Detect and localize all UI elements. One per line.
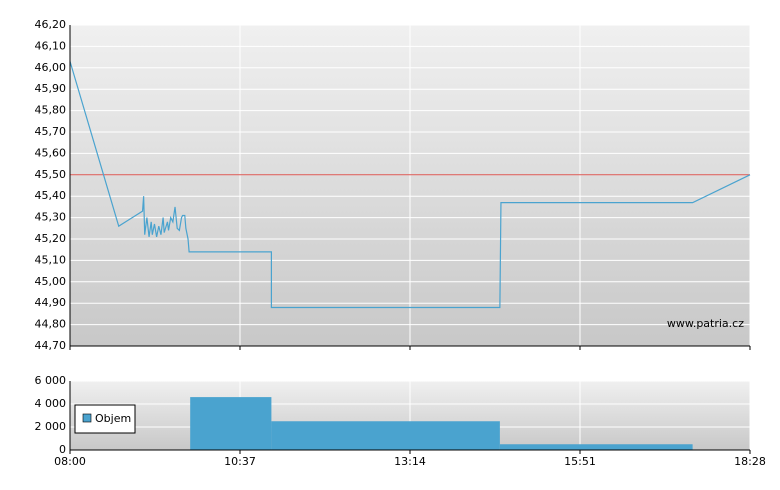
y-tick-label: 45,80 <box>35 104 67 117</box>
legend-label: Objem <box>95 412 131 425</box>
x-tick-label: 15:51 <box>564 455 596 468</box>
y-tick-label: 46,10 <box>35 39 67 52</box>
y-tick-label: 44,80 <box>35 318 67 331</box>
y-tick-label: 0 <box>59 443 66 456</box>
x-tick-label: 08:00 <box>54 455 86 468</box>
volume-bar <box>271 421 500 450</box>
y-tick-label: 44,70 <box>35 339 67 352</box>
legend-swatch <box>82 413 92 423</box>
y-tick-label: 45,40 <box>35 189 67 202</box>
watermark: www.patria.cz <box>667 317 744 330</box>
y-tick-label: 45,30 <box>35 211 67 224</box>
volume-bar <box>190 397 272 450</box>
x-tick-label: 13:14 <box>394 455 426 468</box>
y-tick-label: 2 000 <box>35 420 67 433</box>
y-tick-label: 45,90 <box>35 82 67 95</box>
x-tick-label: 18:28 <box>734 455 766 468</box>
y-tick-label: 46,00 <box>35 61 67 74</box>
y-tick-label: 45,70 <box>35 125 67 138</box>
volume-bar <box>499 444 693 450</box>
y-tick-label: 4 000 <box>35 397 67 410</box>
y-tick-label: 45,60 <box>35 146 67 159</box>
y-tick-label: 44,90 <box>35 296 67 309</box>
y-tick-label: 45,50 <box>35 168 67 181</box>
price-line <box>69 61 751 309</box>
y-tick-label: 45,20 <box>35 232 67 245</box>
y-tick-label: 6 000 <box>35 374 67 387</box>
x-tick-label: 10:37 <box>224 455 256 468</box>
y-tick-label: 45,10 <box>35 253 67 266</box>
y-tick-label: 45,00 <box>35 275 67 288</box>
y-tick-label: 46,20 <box>35 18 67 31</box>
